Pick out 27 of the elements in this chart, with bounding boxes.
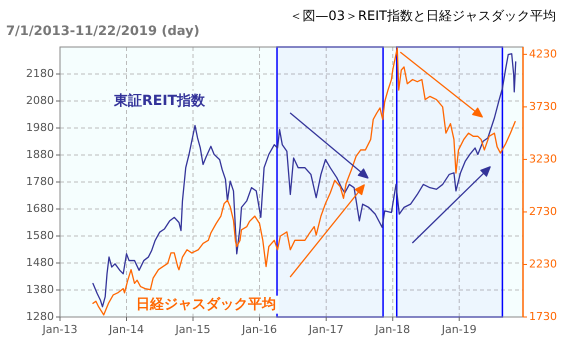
chart-title: ＜図—03＞REIT指数と日経ジャスダック平均 (289, 9, 556, 24)
y2-tick-label: 4230 (529, 47, 557, 60)
x-tick-label: Jan-19 (440, 323, 477, 336)
y-tick-label: 1780 (26, 175, 54, 188)
y2-tick-label: 3730 (529, 100, 557, 113)
x-tick-label: Jan-18 (374, 323, 410, 336)
series-label: 日経ジャスダック平均 (136, 296, 276, 313)
y-tick-label: 2180 (26, 67, 54, 80)
y-tick-label: 2080 (26, 94, 54, 108)
y-tick-label: 1980 (26, 121, 54, 134)
y-tick-label: 1580 (26, 229, 54, 242)
x-tick-label: Jan-15 (174, 323, 210, 336)
y2-tick-label: 3230 (529, 152, 557, 166)
x-tick-label: Jan-16 (241, 323, 277, 336)
y-tick-label: 1280 (26, 310, 54, 324)
y-tick-label: 1380 (26, 283, 54, 296)
x-tick-label: Jan-17 (308, 323, 344, 336)
x-tick-label: Jan-13 (42, 323, 78, 336)
y-tick-label: 1680 (26, 202, 54, 216)
y-tick-label: 1880 (26, 148, 54, 162)
y2-tick-label: 1730 (529, 310, 557, 324)
y-tick-label: 1480 (26, 256, 54, 270)
y2-tick-label: 2730 (529, 204, 557, 218)
y2-tick-label: 2230 (529, 257, 557, 270)
chart-subtitle: 7/1/2013-11/22/2019 (day) (6, 24, 200, 39)
series-label: 東証REIT指数 (112, 92, 206, 109)
x-tick-label: Jan-14 (108, 323, 144, 336)
